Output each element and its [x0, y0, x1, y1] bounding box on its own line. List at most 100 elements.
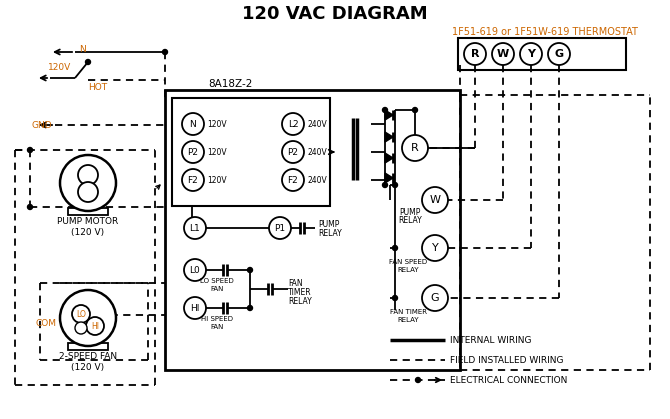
Text: 2-SPEED FAN
(120 V): 2-SPEED FAN (120 V)	[59, 352, 117, 372]
Circle shape	[182, 141, 204, 163]
Text: FAN TIMER: FAN TIMER	[389, 309, 427, 315]
Text: L0: L0	[190, 266, 200, 274]
Bar	[165, 90, 460, 370]
Text: N: N	[190, 119, 196, 129]
Text: HI: HI	[91, 321, 99, 331]
Text: HOT: HOT	[88, 83, 108, 93]
Circle shape	[548, 43, 570, 65]
Text: W: W	[429, 195, 440, 205]
Circle shape	[393, 246, 397, 251]
Circle shape	[464, 43, 486, 65]
Text: R: R	[411, 143, 419, 153]
Text: PUMP: PUMP	[399, 207, 421, 217]
Circle shape	[60, 155, 116, 211]
Text: L2: L2	[287, 119, 298, 129]
Polygon shape	[385, 153, 393, 163]
Circle shape	[78, 182, 98, 202]
Circle shape	[184, 297, 206, 319]
Circle shape	[393, 183, 397, 187]
Text: TIMER: TIMER	[288, 287, 312, 297]
Text: INTERNAL WIRING: INTERNAL WIRING	[450, 336, 531, 344]
Text: FAN: FAN	[210, 286, 224, 292]
Circle shape	[422, 235, 448, 261]
Circle shape	[247, 305, 253, 310]
Text: LO: LO	[76, 310, 86, 318]
Text: RELAY: RELAY	[397, 317, 419, 323]
Bar	[172, 98, 330, 206]
Text: N: N	[78, 44, 85, 54]
Circle shape	[383, 183, 387, 187]
Text: G: G	[555, 49, 563, 59]
Text: RELAY: RELAY	[288, 297, 312, 305]
Text: FAN SPEED: FAN SPEED	[389, 259, 427, 265]
Text: 120V: 120V	[207, 119, 226, 129]
Text: 120V: 120V	[207, 147, 226, 157]
Text: ELECTRICAL CONNECTION: ELECTRICAL CONNECTION	[450, 375, 567, 385]
Text: LO SPEED: LO SPEED	[200, 278, 234, 284]
Text: HI: HI	[190, 303, 200, 313]
Text: 240V: 240V	[307, 176, 327, 184]
Text: RELAY: RELAY	[318, 228, 342, 238]
Text: Y: Y	[527, 49, 535, 59]
Circle shape	[86, 59, 90, 65]
Text: 8A18Z-2: 8A18Z-2	[208, 79, 252, 89]
Circle shape	[282, 169, 304, 191]
Circle shape	[182, 169, 204, 191]
Polygon shape	[385, 110, 393, 120]
Text: HI SPEED: HI SPEED	[201, 316, 233, 322]
Text: FAN: FAN	[210, 324, 224, 330]
Circle shape	[520, 43, 542, 65]
Circle shape	[163, 49, 168, 54]
Text: 120V: 120V	[48, 64, 71, 72]
Text: COM: COM	[35, 318, 56, 328]
Circle shape	[422, 187, 448, 213]
Circle shape	[422, 285, 448, 311]
Polygon shape	[385, 132, 393, 142]
Circle shape	[492, 43, 514, 65]
Circle shape	[86, 317, 104, 335]
Polygon shape	[385, 173, 393, 183]
Circle shape	[184, 217, 206, 239]
Circle shape	[415, 378, 421, 383]
Text: PUMP MOTOR
(120 V): PUMP MOTOR (120 V)	[58, 217, 119, 237]
Text: P2: P2	[287, 147, 299, 157]
Circle shape	[72, 305, 90, 323]
Circle shape	[184, 259, 206, 281]
Text: P2: P2	[188, 147, 198, 157]
Circle shape	[75, 322, 87, 334]
Text: RELAY: RELAY	[397, 267, 419, 273]
Text: 1F51-619 or 1F51W-619 THERMOSTAT: 1F51-619 or 1F51W-619 THERMOSTAT	[452, 27, 638, 37]
Circle shape	[383, 108, 387, 112]
Text: GND: GND	[31, 121, 52, 129]
Text: FIELD INSTALLED WIRING: FIELD INSTALLED WIRING	[450, 355, 563, 365]
Text: P1: P1	[275, 223, 285, 233]
Circle shape	[27, 147, 33, 153]
Circle shape	[282, 113, 304, 135]
Bar	[68, 208, 108, 215]
Text: R: R	[471, 49, 479, 59]
Text: G: G	[431, 293, 440, 303]
Text: Y: Y	[431, 243, 438, 253]
Text: 240V: 240V	[307, 147, 327, 157]
Circle shape	[27, 204, 33, 210]
Text: PUMP: PUMP	[318, 220, 340, 228]
Circle shape	[282, 141, 304, 163]
Circle shape	[247, 267, 253, 272]
Text: L1: L1	[190, 223, 200, 233]
Circle shape	[60, 290, 116, 346]
Text: RELAY: RELAY	[398, 215, 422, 225]
Text: 120 VAC DIAGRAM: 120 VAC DIAGRAM	[242, 5, 428, 23]
Circle shape	[393, 295, 397, 300]
Circle shape	[182, 113, 204, 135]
Circle shape	[269, 217, 291, 239]
Text: W: W	[497, 49, 509, 59]
Text: 240V: 240V	[307, 119, 327, 129]
Bar	[68, 343, 108, 350]
Text: F2: F2	[188, 176, 198, 184]
Text: F2: F2	[287, 176, 298, 184]
Circle shape	[78, 165, 98, 185]
Circle shape	[402, 135, 428, 161]
Text: FAN: FAN	[288, 279, 303, 287]
Circle shape	[413, 108, 417, 112]
Bar	[458, 38, 626, 70]
